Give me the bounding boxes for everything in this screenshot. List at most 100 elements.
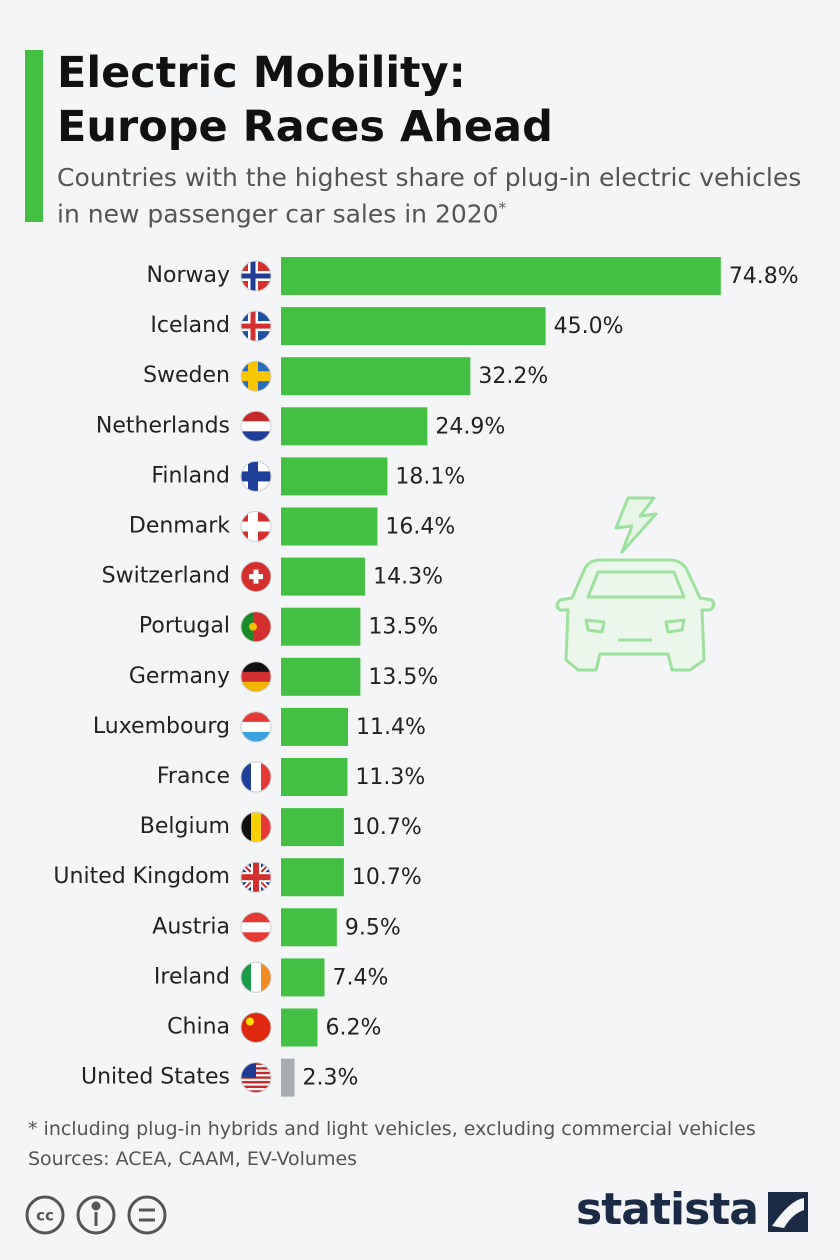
value-label: 45.0% <box>554 314 624 339</box>
flag <box>241 311 271 342</box>
flag <box>241 661 271 692</box>
bar <box>281 707 349 746</box>
flag-outline <box>240 1012 272 1043</box>
brand-mark <box>768 1192 808 1232</box>
category-label: United States <box>81 1065 230 1090</box>
value-label: 9.5% <box>345 915 401 940</box>
flag-part <box>251 962 262 993</box>
bar <box>281 257 721 295</box>
flag-part <box>250 361 256 392</box>
value-label: 2.3% <box>303 1066 359 1091</box>
value-label: 11.4% <box>356 715 426 740</box>
flag <box>241 862 271 893</box>
category-label: Austria <box>152 914 230 939</box>
flag-part <box>241 812 252 843</box>
subtitle-text: Countries with the highest share of plug… <box>57 163 802 229</box>
source: Sources: ACEA, CAAM, EV-Volumes <box>28 1148 358 1170</box>
flag-part <box>249 622 257 631</box>
flag <box>241 711 271 742</box>
flag-outline <box>240 761 272 793</box>
flag-part <box>241 661 271 673</box>
flag-part <box>251 762 262 792</box>
flag-part <box>241 1012 271 1043</box>
value-label: 18.1% <box>395 464 465 489</box>
flag-outline <box>240 310 272 342</box>
bar <box>281 607 361 646</box>
value-label: 11.3% <box>355 765 425 790</box>
value-label: 13.5% <box>368 615 438 640</box>
flag <box>241 561 271 592</box>
flag-part <box>253 862 259 893</box>
car-icon <box>555 496 716 672</box>
category-label: Belgium <box>140 814 230 839</box>
chart-subtitle: Countries with the highest share of plug… <box>57 162 827 229</box>
flag-part <box>241 762 252 792</box>
bar <box>281 407 428 446</box>
flag-part <box>250 311 256 342</box>
value-label: 24.9% <box>435 414 505 439</box>
category-label: Iceland <box>150 313 230 338</box>
flag-outline <box>240 961 272 993</box>
flag <box>241 461 271 492</box>
flag-part <box>241 731 271 742</box>
flag-part <box>241 671 271 683</box>
flag-part <box>250 461 256 492</box>
value-label: 14.3% <box>373 565 443 590</box>
category-label: Finland <box>151 463 230 488</box>
footer: * including plug-in hybrids and light ve… <box>28 1114 756 1174</box>
flag <box>241 411 271 442</box>
category-label: France <box>157 764 230 789</box>
flag-outline <box>240 410 272 442</box>
flag-part <box>261 762 271 792</box>
bar <box>281 357 471 396</box>
flag-part <box>241 323 271 329</box>
value-label: 7.4% <box>333 965 389 990</box>
category-label: Ireland <box>154 964 230 989</box>
flag-part <box>250 261 256 291</box>
svg-text:cc: cc <box>36 1207 54 1225</box>
flag-outline <box>240 861 272 893</box>
bar <box>281 1058 295 1097</box>
flag <box>241 361 271 392</box>
category-label: United Kingdom <box>53 864 230 889</box>
flag-part <box>241 711 271 723</box>
flag-part <box>250 511 256 542</box>
flag-part <box>253 569 259 584</box>
flag-outline <box>240 611 272 643</box>
flag-part <box>241 922 271 933</box>
flag-outline <box>240 460 272 492</box>
category-label: Germany <box>129 664 230 689</box>
flag <box>241 1012 271 1043</box>
bar <box>281 657 361 696</box>
flag-part <box>253 611 271 642</box>
brand: statista <box>576 1184 759 1235</box>
flag-part <box>246 1017 254 1026</box>
value-label: 32.2% <box>478 364 548 389</box>
flag-part <box>241 421 271 432</box>
bar <box>281 808 344 847</box>
bar <box>281 958 325 997</box>
footnote: * including plug-in hybrids and light ve… <box>28 1118 756 1140</box>
flag-outline <box>240 360 272 392</box>
bar <box>281 758 348 796</box>
flag-part <box>241 1085 271 1088</box>
subtitle-note-mark: * <box>498 199 507 217</box>
flag-outline <box>240 711 272 743</box>
value-label: 6.2% <box>325 1016 381 1041</box>
flag-part <box>241 611 253 642</box>
flag-part <box>241 721 271 733</box>
flag-part <box>241 912 271 923</box>
accent-bar <box>25 50 43 222</box>
flag <box>241 762 271 792</box>
bar <box>281 457 388 496</box>
flag-outline <box>240 561 272 593</box>
category-label: China <box>167 1015 230 1040</box>
flag-outline <box>240 661 272 693</box>
value-label: 16.4% <box>385 515 455 540</box>
flag-part <box>241 1090 271 1093</box>
flag-part <box>241 962 252 993</box>
flag <box>241 812 271 843</box>
chart-title: Electric Mobility: Europe Races Ahead <box>57 48 553 152</box>
flag <box>241 611 271 642</box>
